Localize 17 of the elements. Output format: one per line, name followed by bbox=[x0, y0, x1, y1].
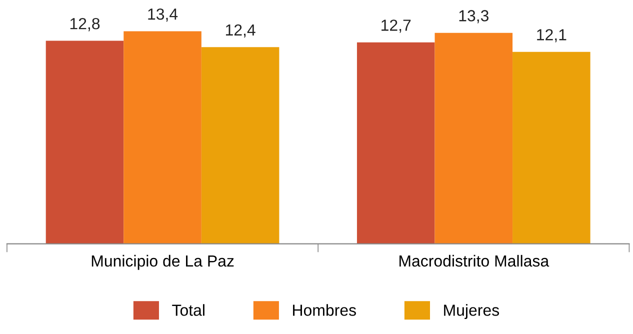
bar bbox=[356, 42, 435, 244]
data-label: 12,4 bbox=[226, 24, 256, 38]
legend-label: Mujeres bbox=[444, 304, 500, 320]
data-label: 13,3 bbox=[459, 10, 488, 24]
x-tick-label: Municipio de La Paz bbox=[92, 254, 234, 270]
x-tick-label: Macrodistrito Mallasa bbox=[400, 254, 550, 267]
bar bbox=[124, 31, 202, 244]
bar bbox=[512, 52, 590, 244]
data-label: 12,1 bbox=[537, 29, 566, 42]
legend-label: Total bbox=[172, 304, 204, 316]
data-label: 12,8 bbox=[70, 18, 100, 32]
data-label: 13,4 bbox=[148, 8, 178, 22]
bar bbox=[434, 32, 513, 244]
data-label: 12,7 bbox=[382, 20, 411, 33]
bar bbox=[201, 47, 280, 244]
bar bbox=[46, 40, 124, 244]
legend-label: Hombres bbox=[293, 304, 356, 316]
